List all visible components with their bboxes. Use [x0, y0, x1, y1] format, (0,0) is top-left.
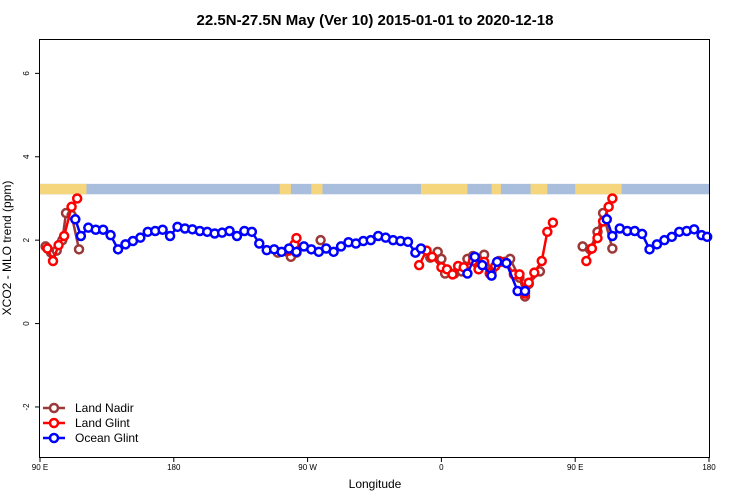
data-point [586, 243, 598, 254]
map-strip [40, 183, 709, 195]
x-tick-label: 90 E [567, 463, 583, 472]
data-point [71, 193, 83, 204]
x-tick-label: 0 [439, 463, 444, 472]
data-point [523, 277, 534, 288]
data-point [666, 231, 678, 243]
legend-item: Land Glint [43, 416, 130, 430]
y-axis: -2 0 2 4 6 [22, 71, 40, 411]
data-point [246, 226, 258, 238]
data-point [402, 236, 414, 248]
data-point [519, 285, 531, 297]
data-point [413, 259, 425, 271]
legend-item: Land Nadir [43, 401, 134, 415]
data-point [47, 255, 59, 267]
map-land [279, 183, 291, 195]
data-point [469, 251, 481, 263]
x-tick-label: 180 [167, 463, 181, 472]
data-point [603, 201, 614, 213]
x-tick-label: 90 E [32, 463, 48, 472]
data-point [542, 226, 553, 238]
data-point [75, 230, 87, 242]
data-point [601, 214, 613, 225]
data-point [491, 256, 503, 268]
data-point [607, 193, 618, 204]
legend-label: Ocean Glint [75, 431, 139, 445]
y-tick-label: 6 [22, 71, 31, 76]
data-point [462, 268, 473, 279]
data-point [135, 232, 146, 243]
data-point [529, 267, 540, 278]
x-axis: 90 E 180 90 W 0 90 E 180 [32, 457, 716, 472]
data-point [291, 246, 302, 258]
data-point [581, 255, 592, 267]
data-point [315, 234, 326, 246]
data-point [486, 270, 497, 281]
data-point [73, 244, 85, 255]
data-point [224, 225, 235, 237]
data-point [688, 224, 700, 235]
data-point [112, 244, 124, 255]
data-point [477, 259, 488, 271]
x-axis-label: Longitude [349, 477, 402, 491]
map-land [530, 183, 548, 195]
map-ocean [40, 183, 709, 195]
map-land [491, 183, 501, 195]
series-ocean-glint [70, 214, 713, 297]
series-layer [40, 193, 713, 302]
data-point [415, 243, 427, 254]
data-point [514, 269, 525, 280]
data-point [105, 229, 116, 241]
data-point [592, 232, 603, 244]
data-point [231, 230, 243, 242]
data-point [651, 239, 663, 250]
data-point [536, 255, 547, 267]
data-point [70, 214, 81, 225]
y-tick-label: 0 [22, 321, 31, 326]
data-point [53, 239, 64, 251]
data-point [66, 201, 77, 213]
legend-marker [48, 402, 60, 414]
x-tick-label: 90 W [298, 463, 317, 472]
series-land-glint [42, 193, 618, 299]
y-tick-label: 2 [22, 237, 31, 242]
legend-marker [48, 432, 60, 444]
map-land [40, 183, 87, 195]
plot-frame [39, 39, 710, 458]
data-point [254, 238, 265, 249]
data-point [447, 269, 458, 280]
data-point [328, 246, 339, 258]
data-point [636, 228, 648, 240]
legend-marker [48, 417, 60, 429]
data-point [164, 230, 176, 242]
legend-label: Land Nadir [75, 401, 134, 415]
map-land [420, 183, 468, 195]
data-point [436, 253, 447, 265]
data-point [365, 234, 377, 246]
data-point [42, 243, 53, 254]
data-point [644, 244, 655, 255]
map-land [311, 183, 323, 195]
y-tick-label: 4 [22, 154, 31, 159]
x-tick-label: 180 [702, 463, 716, 472]
y-axis-label: XCO2 - MLO trend (ppm) [0, 181, 14, 316]
data-point [607, 230, 618, 242]
data-point [501, 257, 512, 269]
data-point [426, 251, 438, 263]
data-point [335, 241, 347, 252]
legend-item: Ocean Glint [43, 431, 139, 445]
data-point [291, 232, 302, 244]
data-point [547, 217, 559, 228]
y-tick-label: -2 [22, 403, 31, 411]
data-point [607, 243, 618, 254]
chart-title: 22.5N-27.5N May (Ver 10) 2015-01-01 to 2… [197, 12, 554, 29]
data-point [97, 224, 109, 235]
data-point [58, 230, 70, 242]
map-land [575, 183, 622, 195]
legend-label: Land Glint [75, 416, 130, 430]
data-point [157, 224, 168, 235]
